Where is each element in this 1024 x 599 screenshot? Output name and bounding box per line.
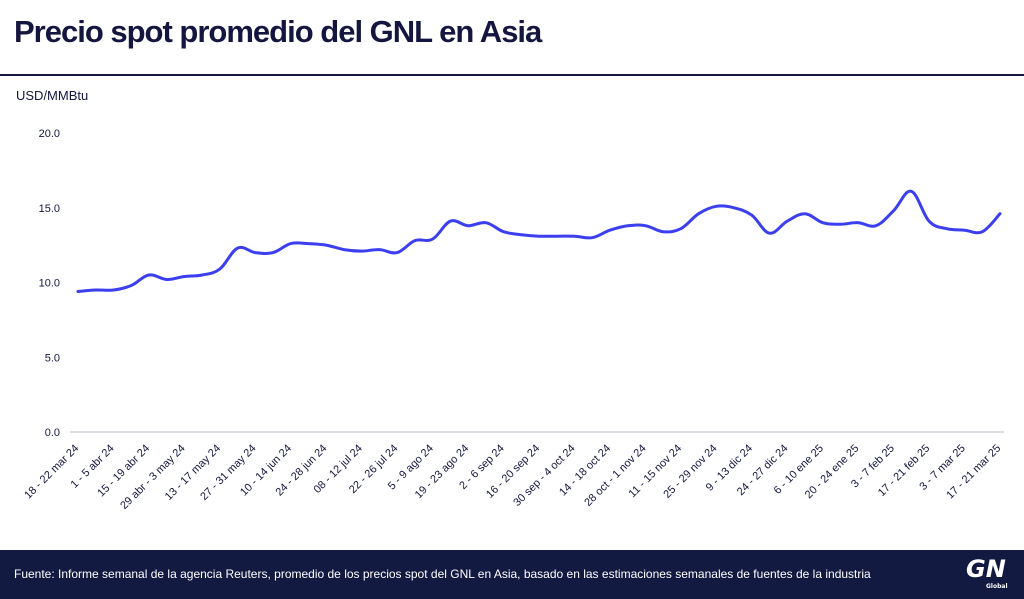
y-axis-unit-label: USD/MMBtu [16,88,89,103]
x-tick-label: 28 oct - 1 nov 24 [582,442,648,508]
gnl-global-logo: GN Global [964,555,1008,595]
y-tick-label: 5.0 [45,352,60,364]
x-tick-label: 29 abr - 3 may 24 [118,442,187,511]
y-tick-label: 15.0 [39,203,60,215]
x-tick-label: 18 - 22 mar 24 [22,442,81,501]
x-tick-label: 30 sep - 4 oct 24 [511,442,577,508]
source-note: Fuente: Informe semanal de la agencia Re… [14,567,871,581]
line-chart: 0.05.010.015.020.018 - 22 mar 241 - 5 ab… [22,128,1004,512]
price-series-line [76,189,1002,293]
y-tick-label: 20.0 [39,128,60,140]
logo-main-text: GN [966,555,1006,583]
footer-bar: Fuente: Informe semanal de la agencia Re… [0,550,1024,599]
page-title: Precio spot promedio del GNL en Asia [14,14,542,49]
title-divider [0,74,1024,76]
y-tick-label: 0.0 [45,427,60,439]
logo-sub-text: Global [986,583,1008,590]
y-tick-label: 10.0 [39,278,60,290]
